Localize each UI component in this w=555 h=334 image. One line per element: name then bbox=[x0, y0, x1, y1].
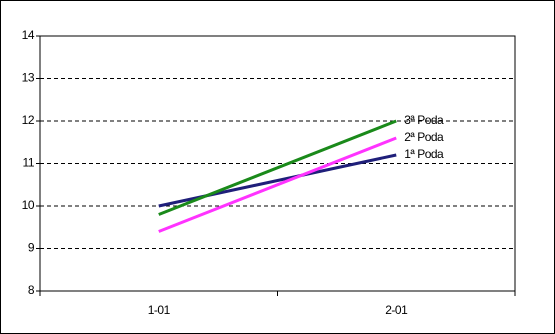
series-line bbox=[158, 136, 397, 233]
y-tick-label: 12 bbox=[22, 113, 35, 127]
y-tick-label: 11 bbox=[23, 156, 35, 170]
series-label: 1ª Poda bbox=[404, 147, 444, 161]
series-line bbox=[158, 119, 397, 216]
y-tick-label: 14 bbox=[22, 28, 35, 42]
x-tick-label: 2-01 bbox=[385, 303, 408, 317]
y-tick-label: 10 bbox=[22, 198, 35, 212]
series-label: 2ª Poda bbox=[404, 130, 444, 144]
series-label: 3ª Poda bbox=[404, 113, 444, 127]
y-tick-label: 8 bbox=[28, 283, 35, 297]
y-tick-label: 13 bbox=[22, 71, 35, 85]
x-tick-label: 1-01 bbox=[148, 303, 171, 317]
y-tick-label: 9 bbox=[28, 241, 35, 255]
